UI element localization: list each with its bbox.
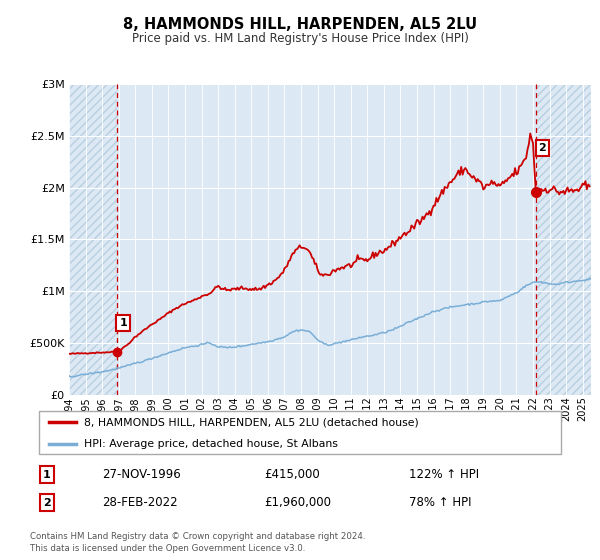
Text: 1: 1 <box>119 318 127 328</box>
Text: HPI: Average price, detached house, St Albans: HPI: Average price, detached house, St A… <box>83 439 337 449</box>
Text: 27-NOV-1996: 27-NOV-1996 <box>103 468 181 481</box>
Text: 1: 1 <box>43 470 50 479</box>
Text: 78% ↑ HPI: 78% ↑ HPI <box>409 496 472 509</box>
Bar <box>69 84 118 395</box>
Text: £415,000: £415,000 <box>265 468 320 481</box>
Text: Price paid vs. HM Land Registry's House Price Index (HPI): Price paid vs. HM Land Registry's House … <box>131 31 469 45</box>
Text: 122% ↑ HPI: 122% ↑ HPI <box>409 468 479 481</box>
Text: Contains HM Land Registry data © Crown copyright and database right 2024.
This d: Contains HM Land Registry data © Crown c… <box>30 532 365 553</box>
Text: 2: 2 <box>43 498 50 507</box>
Bar <box>536 84 591 395</box>
FancyBboxPatch shape <box>38 410 562 455</box>
Text: 2: 2 <box>538 143 546 153</box>
Text: 28-FEB-2022: 28-FEB-2022 <box>103 496 178 509</box>
Text: 8, HAMMONDS HILL, HARPENDEN, AL5 2LU (detached house): 8, HAMMONDS HILL, HARPENDEN, AL5 2LU (de… <box>83 417 418 427</box>
Text: 8, HAMMONDS HILL, HARPENDEN, AL5 2LU: 8, HAMMONDS HILL, HARPENDEN, AL5 2LU <box>123 17 477 31</box>
Text: £1,960,000: £1,960,000 <box>265 496 331 509</box>
